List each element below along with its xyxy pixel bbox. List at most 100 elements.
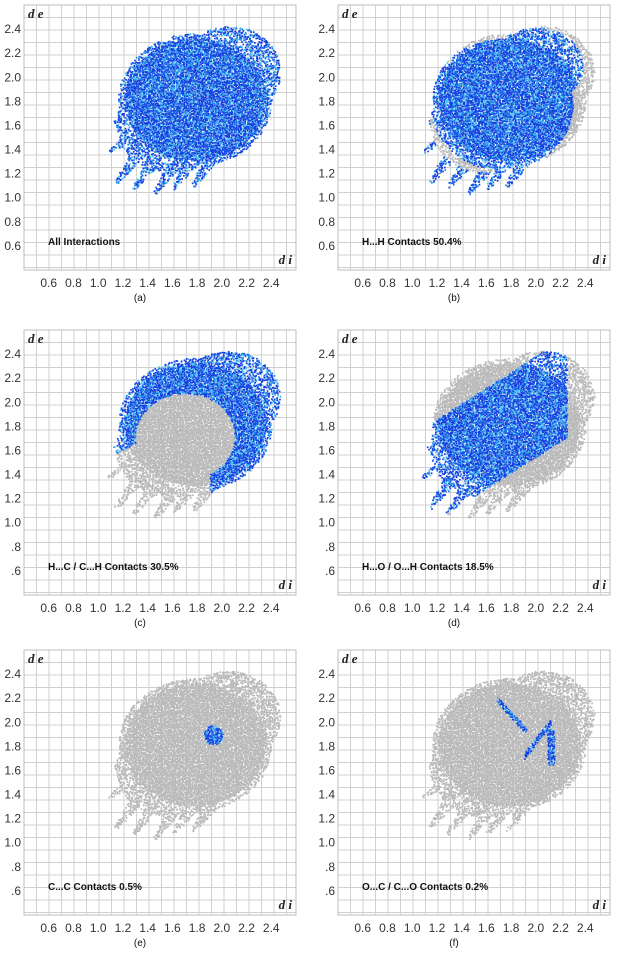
data-point-highlight bbox=[195, 40, 198, 43]
data-point-highlight bbox=[150, 62, 152, 65]
data-point-highlight bbox=[152, 159, 155, 162]
data-point-highlight bbox=[152, 95, 154, 98]
data-point-highlight bbox=[151, 111, 153, 114]
data-point-highlight bbox=[209, 69, 211, 72]
data-point-highlight bbox=[151, 89, 154, 91]
data-point-highlight bbox=[205, 50, 208, 53]
data-point-highlight bbox=[160, 65, 162, 68]
data-point-highlight bbox=[201, 117, 204, 119]
data-point-highlight bbox=[132, 83, 135, 85]
data-point-highlight bbox=[132, 133, 134, 135]
data-point-highlight bbox=[150, 142, 152, 144]
data-point-highlight bbox=[144, 142, 147, 145]
data-point-highlight bbox=[157, 126, 159, 129]
data-point-highlight bbox=[153, 135, 156, 138]
data-point-highlight bbox=[184, 48, 186, 50]
data-point-highlight bbox=[179, 149, 181, 152]
data-point-highlight bbox=[209, 76, 211, 79]
data-point-highlight bbox=[133, 157, 136, 160]
data-point-highlight bbox=[125, 118, 128, 120]
data-point-highlight bbox=[140, 175, 143, 178]
data-point-highlight bbox=[137, 134, 139, 137]
data-point-highlight bbox=[140, 77, 143, 80]
data-point-highlight bbox=[124, 165, 126, 167]
data-point-highlight bbox=[149, 84, 152, 86]
data-point-highlight bbox=[119, 139, 122, 141]
data-point-highlight bbox=[174, 185, 177, 188]
data-point-highlight bbox=[199, 92, 201, 95]
data-point-highlight bbox=[170, 56, 172, 58]
data-point-highlight bbox=[136, 137, 139, 139]
data-point-highlight bbox=[121, 102, 124, 104]
data-point-highlight bbox=[202, 169, 205, 172]
data-point-highlight bbox=[143, 139, 146, 142]
data-point-highlight bbox=[173, 162, 176, 165]
data-point-highlight bbox=[148, 112, 150, 115]
data-point-highlight bbox=[153, 122, 155, 124]
data-point-highlight bbox=[137, 150, 140, 152]
data-point-highlight bbox=[158, 148, 161, 151]
data-point-highlight bbox=[158, 46, 160, 48]
data-point-highlight bbox=[194, 88, 197, 91]
data-point-highlight bbox=[136, 140, 138, 143]
data-point-highlight bbox=[133, 134, 136, 137]
data-point-highlight bbox=[158, 135, 161, 138]
data-point-highlight bbox=[156, 95, 159, 97]
data-point-highlight bbox=[120, 103, 122, 105]
data-point-highlight bbox=[154, 87, 157, 89]
data-point-highlight bbox=[138, 91, 141, 94]
data-point-highlight bbox=[142, 67, 144, 69]
data-point-highlight bbox=[167, 172, 170, 174]
data-point-highlight bbox=[147, 57, 149, 60]
data-point-highlight bbox=[141, 62, 144, 65]
data-point-highlight bbox=[172, 173, 174, 176]
data-point-highlight bbox=[146, 61, 148, 64]
data-point-highlight bbox=[121, 129, 123, 132]
data-point-highlight bbox=[157, 144, 160, 147]
data-point-highlight bbox=[154, 168, 156, 171]
data-point-highlight bbox=[191, 116, 193, 118]
data-point-highlight bbox=[130, 65, 133, 68]
data-point-highlight bbox=[134, 184, 136, 187]
data-point-highlight bbox=[141, 174, 144, 177]
data-point-highlight bbox=[153, 139, 155, 141]
data-point-highlight bbox=[203, 58, 205, 60]
data-point-highlight bbox=[177, 146, 179, 149]
data-point-highlight bbox=[181, 169, 184, 172]
data-point-highlight bbox=[136, 66, 138, 68]
data-point-highlight bbox=[151, 51, 153, 54]
data-point-highlight bbox=[200, 50, 202, 52]
data-point-highlight bbox=[145, 65, 148, 68]
data-point-highlight bbox=[158, 132, 161, 134]
data-point-highlight bbox=[129, 99, 131, 101]
data-point-highlight bbox=[177, 66, 180, 69]
data-point-highlight bbox=[152, 155, 154, 157]
data-point-highlight bbox=[209, 55, 212, 58]
data-point-highlight bbox=[145, 98, 148, 100]
data-point-highlight bbox=[124, 93, 127, 96]
data-point-highlight bbox=[208, 169, 210, 171]
data-point-highlight bbox=[209, 153, 212, 155]
data-point-highlight bbox=[160, 131, 163, 133]
data-point-highlight bbox=[171, 166, 174, 169]
data-point-highlight bbox=[152, 55, 154, 58]
data-point-highlight bbox=[152, 105, 155, 108]
data-point-highlight bbox=[144, 95, 147, 97]
data-point-highlight bbox=[179, 109, 181, 112]
data-point-highlight bbox=[156, 145, 159, 148]
data-point-highlight bbox=[131, 124, 133, 127]
data-point-highlight bbox=[158, 125, 160, 128]
data-point-highlight bbox=[136, 126, 138, 129]
data-point-highlight bbox=[154, 43, 157, 46]
data-point-highlight bbox=[162, 183, 165, 185]
data-point-highlight bbox=[179, 42, 182, 44]
data-point-highlight bbox=[204, 36, 206, 39]
data-point-highlight bbox=[186, 170, 189, 172]
data-point-highlight bbox=[177, 82, 180, 85]
data-point-highlight bbox=[153, 145, 156, 147]
data-point-highlight bbox=[153, 147, 155, 149]
data-point-highlight bbox=[131, 114, 133, 117]
data-point-highlight bbox=[164, 135, 166, 138]
data-point-highlight bbox=[138, 134, 140, 137]
data-point-highlight bbox=[185, 111, 187, 114]
